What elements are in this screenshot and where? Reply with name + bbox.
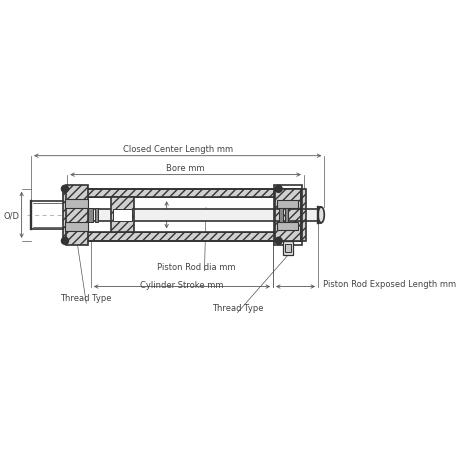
Ellipse shape	[317, 207, 324, 223]
Bar	[66, 198, 300, 233]
Bar	[88, 208, 93, 223]
Text: O/D: O/D	[3, 211, 19, 220]
Bar	[65, 223, 88, 231]
Bar	[283, 241, 292, 256]
Text: Cylinder Stroke mm: Cylinder Stroke mm	[140, 280, 223, 289]
Circle shape	[62, 238, 68, 245]
Bar	[66, 190, 300, 198]
Bar	[65, 200, 88, 208]
Circle shape	[274, 186, 281, 193]
Bar	[275, 190, 300, 241]
Text: Closed Center Length mm: Closed Center Length mm	[123, 145, 232, 154]
Text: Bore mm: Bore mm	[166, 164, 204, 173]
Text: Piston Rod Exposed Length mm: Piston Rod Exposed Length mm	[322, 279, 455, 288]
Bar	[66, 233, 300, 241]
Bar	[95, 208, 98, 223]
Bar	[276, 201, 297, 208]
Bar	[89, 209, 317, 222]
Bar	[278, 208, 283, 223]
Bar	[113, 209, 132, 222]
Bar	[284, 208, 287, 223]
Bar	[300, 190, 306, 241]
Bar	[111, 198, 133, 233]
Bar	[276, 223, 297, 230]
Circle shape	[274, 238, 281, 245]
Bar	[284, 245, 291, 252]
Bar	[317, 207, 324, 223]
Bar	[273, 185, 302, 245]
Text: Thread Type: Thread Type	[61, 294, 112, 302]
Bar	[66, 185, 88, 245]
Circle shape	[62, 186, 68, 193]
Text: Piston Rod dia mm: Piston Rod dia mm	[157, 262, 235, 271]
Bar	[63, 190, 67, 241]
Text: Thread Type: Thread Type	[212, 303, 263, 312]
